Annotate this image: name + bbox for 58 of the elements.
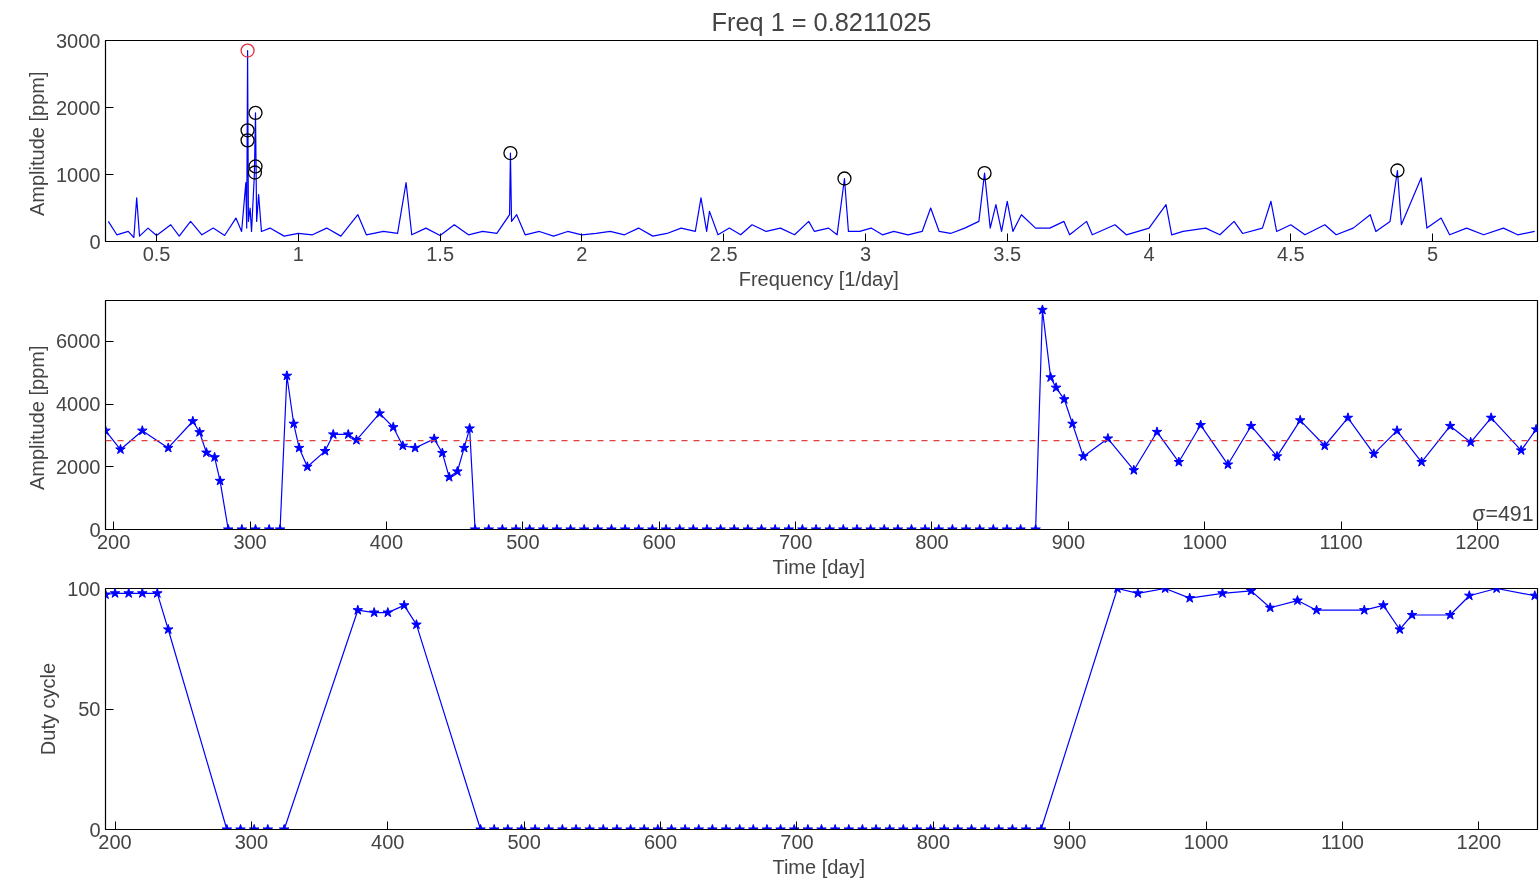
annotation: σ=491 xyxy=(1472,501,1534,526)
x-tick-label: 700 xyxy=(778,530,813,553)
y-axis-title: Amplitude [ppm] xyxy=(26,345,49,491)
y-axis-title: Amplitude [ppm] xyxy=(26,71,49,217)
x-axis-title: Time [day] xyxy=(772,855,866,878)
y-tick-label: 1000 xyxy=(56,163,101,186)
point xyxy=(503,145,518,161)
x-tick-label: 900 xyxy=(1051,530,1086,553)
x-tick-label: 600 xyxy=(642,530,676,553)
x-tick-label: 900 xyxy=(1053,830,1087,853)
y-axis-title: Duty cycle xyxy=(37,662,60,756)
x-tick-label: 4.5 xyxy=(1276,242,1305,265)
x-axis-title: Time [day] xyxy=(772,555,866,578)
x-tick-label: 1200 xyxy=(1455,530,1500,553)
x-tick-label: 600 xyxy=(643,830,678,853)
y-tick-label: 2000 xyxy=(56,455,101,478)
x-tick-label: 1000 xyxy=(1182,530,1227,553)
x-tick-label: 400 xyxy=(371,830,405,853)
chart-title: Freq 1 = 0.8211025 xyxy=(711,7,932,36)
point xyxy=(977,166,992,181)
y-tick-label: 3000 xyxy=(56,29,101,52)
x-tick-label: 1200 xyxy=(1456,830,1502,853)
y-tick-label: 4000 xyxy=(56,393,101,416)
point xyxy=(247,165,263,180)
x-tick-label: 300 xyxy=(233,530,267,553)
x-tick-label: 4 xyxy=(1143,242,1155,265)
x-tick-label: 5 xyxy=(1427,242,1439,265)
x-tick-label: 2 xyxy=(576,242,588,265)
x-tick-label: 400 xyxy=(369,530,404,553)
x-tick-label: 800 xyxy=(916,830,951,853)
x-tick-label: 700 xyxy=(780,830,814,853)
point xyxy=(248,159,263,174)
x-tick-label: 1.5 xyxy=(426,242,455,265)
point xyxy=(240,123,255,138)
x-tick-label: 3.5 xyxy=(993,242,1022,265)
line-series xyxy=(107,49,1536,239)
y-tick-label: 50 xyxy=(78,698,101,720)
x-tick-label: 1100 xyxy=(1320,830,1364,853)
point xyxy=(240,133,255,148)
x-tick-label: 1 xyxy=(292,242,304,265)
y-tick-label: 2000 xyxy=(56,96,101,119)
y-tick-label: 0 xyxy=(89,230,101,253)
x-tick-label: 300 xyxy=(234,830,269,853)
x-tick-label: 3 xyxy=(859,242,872,265)
point xyxy=(837,171,852,186)
x-tick-label: 1000 xyxy=(1183,830,1229,853)
y-tick-label: 6000 xyxy=(56,330,101,353)
x-tick-label: 0.5 xyxy=(142,242,171,265)
point xyxy=(1390,163,1405,178)
x-tick-label: 500 xyxy=(507,830,541,853)
x-tick-label: 1100 xyxy=(1319,530,1363,553)
x-axis-title: Frequency [1/day] xyxy=(738,267,899,290)
y-tick-label: 100 xyxy=(67,577,101,600)
point xyxy=(248,105,263,120)
x-tick-label: 500 xyxy=(506,530,540,553)
x-tick-label: 800 xyxy=(915,530,949,553)
x-tick-label: 2.5 xyxy=(709,242,738,265)
point xyxy=(240,43,255,58)
